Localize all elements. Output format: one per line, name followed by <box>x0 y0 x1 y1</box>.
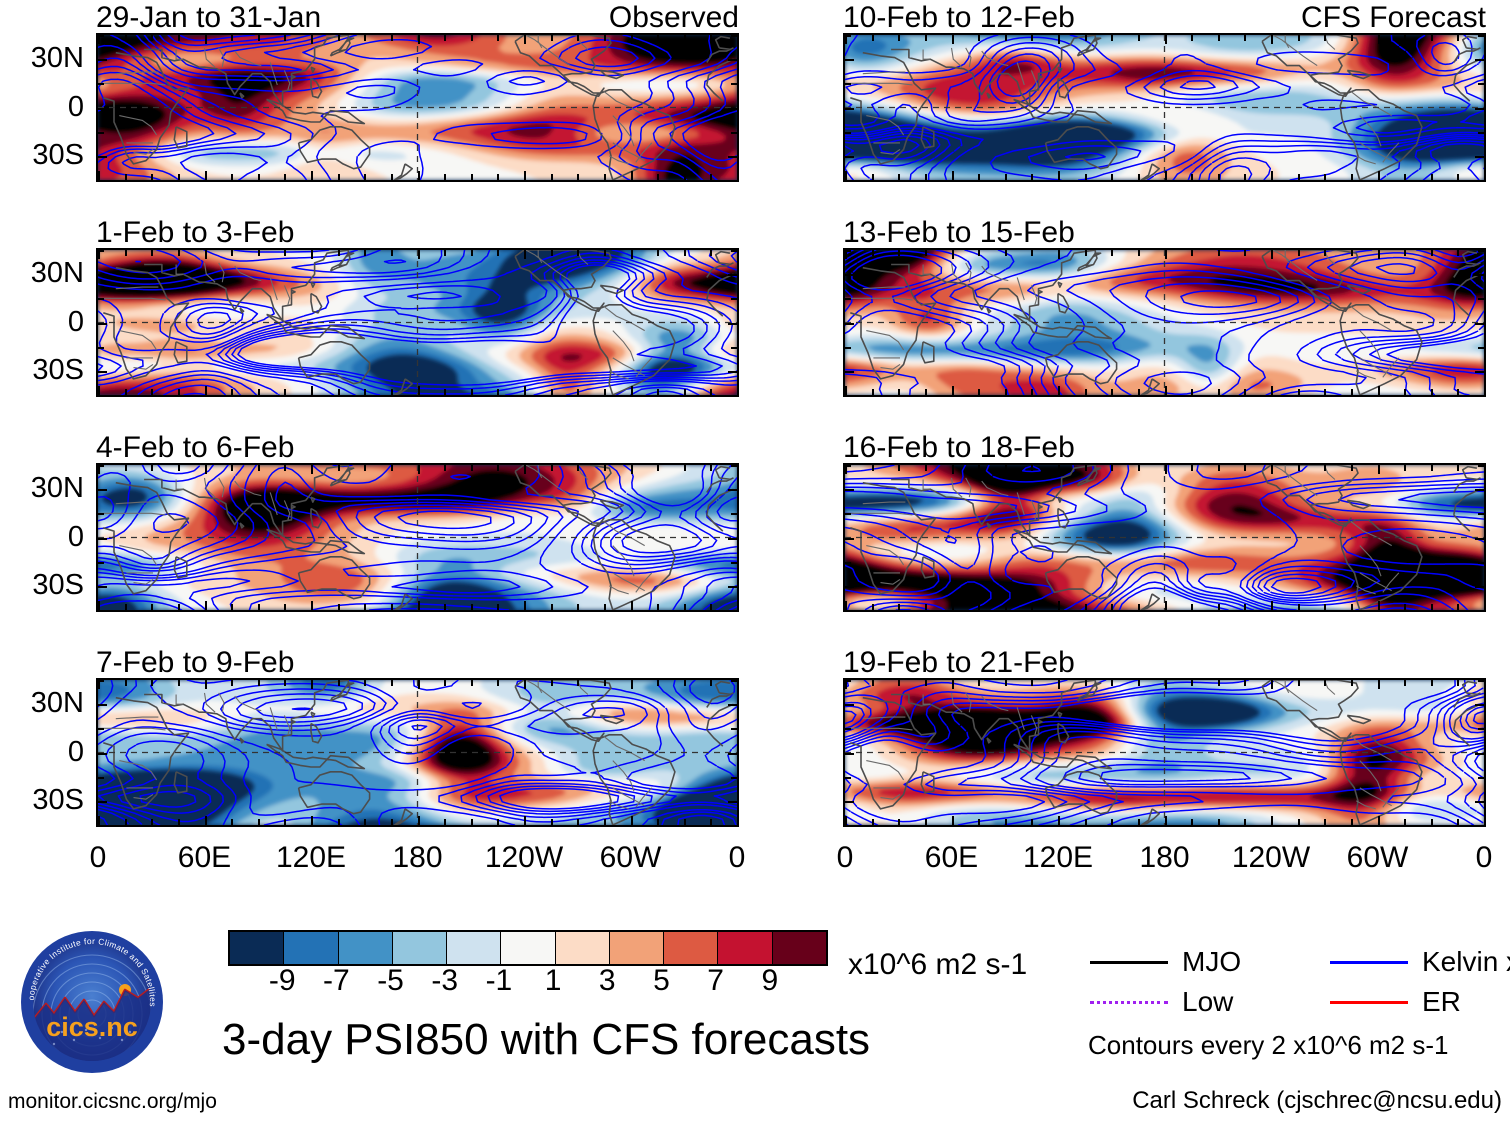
map-plot-area <box>843 463 1486 612</box>
legend-label: Kelvin x2 <box>1422 946 1510 977</box>
panel-title: 29-Jan to 31-Jan <box>96 1 322 34</box>
map-panel: 10-Feb to 12-Feb CFS Forecast <box>843 3 1486 182</box>
colorbar-segment <box>771 932 826 964</box>
colorbar-units-label: x10^6 m2 s-1 <box>848 948 1028 981</box>
colorbar-segment <box>500 932 555 964</box>
y-axis-tick-label: 30S <box>32 783 84 816</box>
legend-item: ER <box>1330 988 1510 1018</box>
x-axis-tick-label: 60W <box>1346 841 1409 874</box>
map-plot-area <box>843 33 1486 182</box>
colorbar-segment <box>283 932 338 964</box>
x-axis-tick-label: 0 <box>728 841 746 874</box>
map-panel: 16-Feb to 18-Feb <box>843 433 1486 612</box>
map-panel: 4-Feb to 6-Feb <box>96 433 739 612</box>
panel-title: 16-Feb to 18-Feb <box>843 431 1075 464</box>
legend-label: MJO <box>1182 946 1242 977</box>
x-axis-tick-label: 60E <box>924 841 979 874</box>
panel-title: 10-Feb to 12-Feb <box>843 1 1075 34</box>
colorbar-tick-label: 1 <box>544 964 562 997</box>
legend-line-swatch <box>1330 1001 1408 1004</box>
map-plot-area <box>96 463 739 612</box>
svg-text:cics.nc: cics.nc <box>46 1012 138 1042</box>
legend-line-swatch <box>1330 961 1408 964</box>
y-axis-tick-label: 30N <box>30 42 84 75</box>
y-axis-tick-label: 30S <box>32 353 84 386</box>
y-axis-tick-label: 30N <box>30 257 84 290</box>
legend-item: Kelvin x2 <box>1330 948 1510 978</box>
legend-item: Low <box>1090 988 1320 1018</box>
panel-title: 1-Feb to 3-Feb <box>96 216 295 249</box>
main-title: 3-day PSI850 with CFS forecasts <box>222 1015 871 1064</box>
colorbar-segment <box>663 932 718 964</box>
y-axis-tick-label: 0 <box>67 520 84 553</box>
x-axis-tick-label: 120E <box>275 841 347 874</box>
map-plot-area <box>96 678 739 827</box>
colorbar-tick-label: -3 <box>431 964 459 997</box>
colorbar-segment <box>391 932 447 964</box>
colorbar-segment <box>230 932 284 964</box>
legend-item: MJO <box>1090 948 1320 978</box>
y-axis-tick-label: 0 <box>67 735 84 768</box>
colorbar-tick-label: -7 <box>323 964 350 997</box>
colorbar-tick-label: 9 <box>761 964 779 997</box>
y-axis-tick-label: 30N <box>30 472 84 505</box>
map-panel: 19-Feb to 21-Feb <box>843 648 1486 827</box>
colorbar-segment <box>446 932 501 964</box>
colorbar-strip <box>228 930 828 966</box>
map-plot-area <box>843 248 1486 397</box>
x-axis-tick-label: 60W <box>599 841 662 874</box>
panel-title: 19-Feb to 21-Feb <box>843 646 1075 679</box>
map-panel: 13-Feb to 15-Feb <box>843 218 1486 397</box>
colorbar-tick-label: -5 <box>377 964 404 997</box>
colorbar-tick-label: 7 <box>707 964 724 997</box>
logo-emblem: Cooperative Institute for Climate and Sa… <box>15 920 163 1073</box>
y-axis-tick-label: 0 <box>67 305 84 338</box>
y-axis-tick-label: 30S <box>32 138 84 171</box>
site-url[interactable]: monitor.cicsnc.org/mjo <box>8 1090 217 1113</box>
y-axis-tick-label: 0 <box>67 90 84 123</box>
x-axis-tick-label: 120E <box>1022 841 1094 874</box>
colorbar-segment <box>337 932 392 964</box>
colorbar-tick-label: 5 <box>653 964 670 997</box>
map-plot-area <box>843 678 1486 827</box>
panel-title: 4-Feb to 6-Feb <box>96 431 295 464</box>
map-panel: 29-Jan to 31-Jan Observed <box>96 3 739 182</box>
legend-line-swatch <box>1090 961 1168 964</box>
x-axis-tick-label: 0 <box>1475 841 1493 874</box>
cics-nc-logo: Cooperative Institute for Climate and Sa… <box>15 920 166 1076</box>
panel-title: 13-Feb to 15-Feb <box>843 216 1075 249</box>
x-axis-tick-label: 0 <box>89 841 107 874</box>
map-plot-area <box>96 248 739 397</box>
y-axis-tick-label: 30N <box>30 687 84 720</box>
x-axis-tick-label: 120W <box>484 841 564 874</box>
colorbar-tick-label: -1 <box>485 964 513 997</box>
map-panel: 1-Feb to 3-Feb <box>96 218 739 397</box>
panel-title: 7-Feb to 9-Feb <box>96 646 295 679</box>
colorbar-tick-label: 3 <box>598 964 616 997</box>
x-axis-tick-label: 180 <box>392 841 443 874</box>
legend-line-swatch <box>1090 1001 1168 1004</box>
legend-label: ER <box>1422 986 1461 1017</box>
colorbar-segment <box>608 932 664 964</box>
legend-label: Low <box>1182 986 1234 1017</box>
map-panel: 7-Feb to 9-Feb <box>96 648 739 827</box>
column-header-forecast: CFS Forecast <box>1300 1 1486 34</box>
colorbar-segment <box>717 932 772 964</box>
contour-interval-note: Contours every 2 x10^6 m2 s-1 <box>1088 1030 1449 1060</box>
y-axis-tick-label: 30S <box>32 568 84 601</box>
map-plot-area <box>96 33 739 182</box>
x-axis-tick-label: 60E <box>177 841 232 874</box>
column-header-observed: Observed <box>608 1 739 34</box>
x-axis-tick-label: 120W <box>1231 841 1311 874</box>
colorbar-tick-label: -9 <box>268 964 296 997</box>
x-axis-tick-label: 0 <box>836 841 854 874</box>
author-credit[interactable]: Carl Schreck (cjschrec@ncsu.edu) <box>1132 1087 1502 1114</box>
x-axis-tick-label: 180 <box>1139 841 1190 874</box>
colorbar-segment <box>554 932 609 964</box>
